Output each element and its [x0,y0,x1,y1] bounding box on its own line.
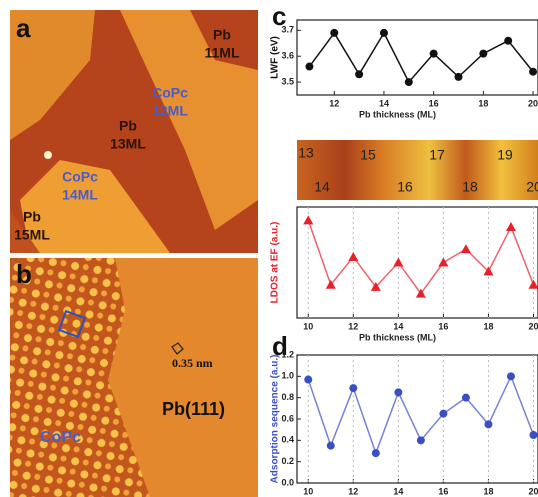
data-point [438,257,449,267]
x-tick-label: 12 [348,321,358,331]
plot-frame [296,19,538,96]
data-point [528,279,538,289]
x-tick-label: 10 [303,486,313,496]
data-point [479,49,488,58]
data-point [483,266,494,276]
data-point [504,36,513,45]
region-label: 14ML [62,187,98,203]
strip-label: 17 [429,147,445,163]
y-tick-label: 0.6 [281,413,294,423]
panel-label: c [272,1,286,31]
data-point [529,431,538,439]
data-point [506,372,515,381]
data-point [371,449,380,458]
x-tick-label: 12 [348,486,358,496]
strip-label: 19 [497,147,513,163]
x-tick-label: 14 [393,486,403,496]
y-tick-label: 3.5 [281,76,294,86]
region-label: 15ML [14,227,50,243]
data-point [393,257,404,267]
data-point [429,49,438,58]
data-point [404,78,413,87]
plot-frame [296,206,538,319]
series-line [308,31,534,84]
data-point [394,388,403,397]
data-point [416,436,425,445]
x-tick-label: 16 [438,486,448,496]
data-point [304,375,313,384]
y-tick-label: 1.0 [281,371,294,381]
data-point [415,288,426,298]
data-point [355,70,364,79]
data-point [461,393,470,402]
x-tick-label: 18 [478,98,488,108]
x-tick-label: 14 [393,321,403,331]
y-axis-label: LDOS at EF (a.u.) [270,222,281,304]
y-tick-label: 0.0 [281,477,294,487]
stm-image-a [10,10,258,253]
y-axis-label: Adsorption sequence (a.u.) [270,355,281,484]
y-tick-label: 0.8 [281,392,294,402]
y-tick-label: 1.2 [281,349,294,359]
region-label: CoPc [40,429,81,446]
y-tick-label: 3.7 [281,25,294,35]
data-point [370,281,381,291]
strip-label: 16 [397,179,413,195]
data-point [330,28,339,37]
ldos-map-strip [297,140,538,200]
region-label: Pb [213,27,231,43]
plot-frame [296,354,538,484]
region-label: Pb [23,209,41,225]
x-tick-label: 14 [379,98,389,108]
strip-label: 20 [526,179,538,195]
strip-label: 13 [298,145,314,161]
x-tick-label: 12 [329,98,339,108]
region-label: 11ML [204,45,239,61]
panel-label: a [16,13,31,43]
data-point [305,62,314,71]
data-point [325,279,336,289]
y-axis-label: LWF (eV) [270,36,281,79]
region-label: CoPc [62,169,98,185]
x-axis-label: Pb thickness (ML) [359,332,436,342]
x-tick-label: 20 [528,321,538,331]
x-tick-label: 18 [483,321,493,331]
data-point [348,251,359,261]
data-point [349,384,358,393]
data-point [326,441,335,450]
y-tick-label: 0.2 [281,456,294,466]
x-tick-label: 16 [429,98,439,108]
data-point [303,215,314,225]
panel-label: d [272,331,288,361]
data-point [460,244,471,254]
x-tick-label: 18 [483,486,493,496]
y-tick-label: 0.4 [281,435,294,445]
stm-image-b [10,258,258,497]
region-label: 12ML [152,103,188,119]
y-tick-label: 3.6 [281,51,294,61]
region-label: Pb [119,118,137,134]
x-axis-label: Pb thickness (ML) [359,109,436,119]
x-tick-label: 16 [438,321,448,331]
data-point [454,72,463,81]
x-tick-label: 10 [303,321,313,331]
series-line [307,220,535,295]
data-point [439,409,448,418]
region-label: 13ML [110,136,146,152]
scale-label: 0.35 nm [172,356,213,370]
data-point [484,420,493,429]
strip-label: 15 [360,147,376,163]
region-label: Pb(111) [162,399,225,419]
x-tick-label: 20 [528,98,538,108]
data-point [379,28,388,37]
panel-label: b [16,259,32,289]
data-point [529,67,538,76]
strip-label: 14 [314,179,330,195]
x-tick-label: 20 [528,486,538,496]
data-point [505,221,516,231]
strip-label: 18 [462,179,478,195]
region-label: CoPc [152,85,188,101]
